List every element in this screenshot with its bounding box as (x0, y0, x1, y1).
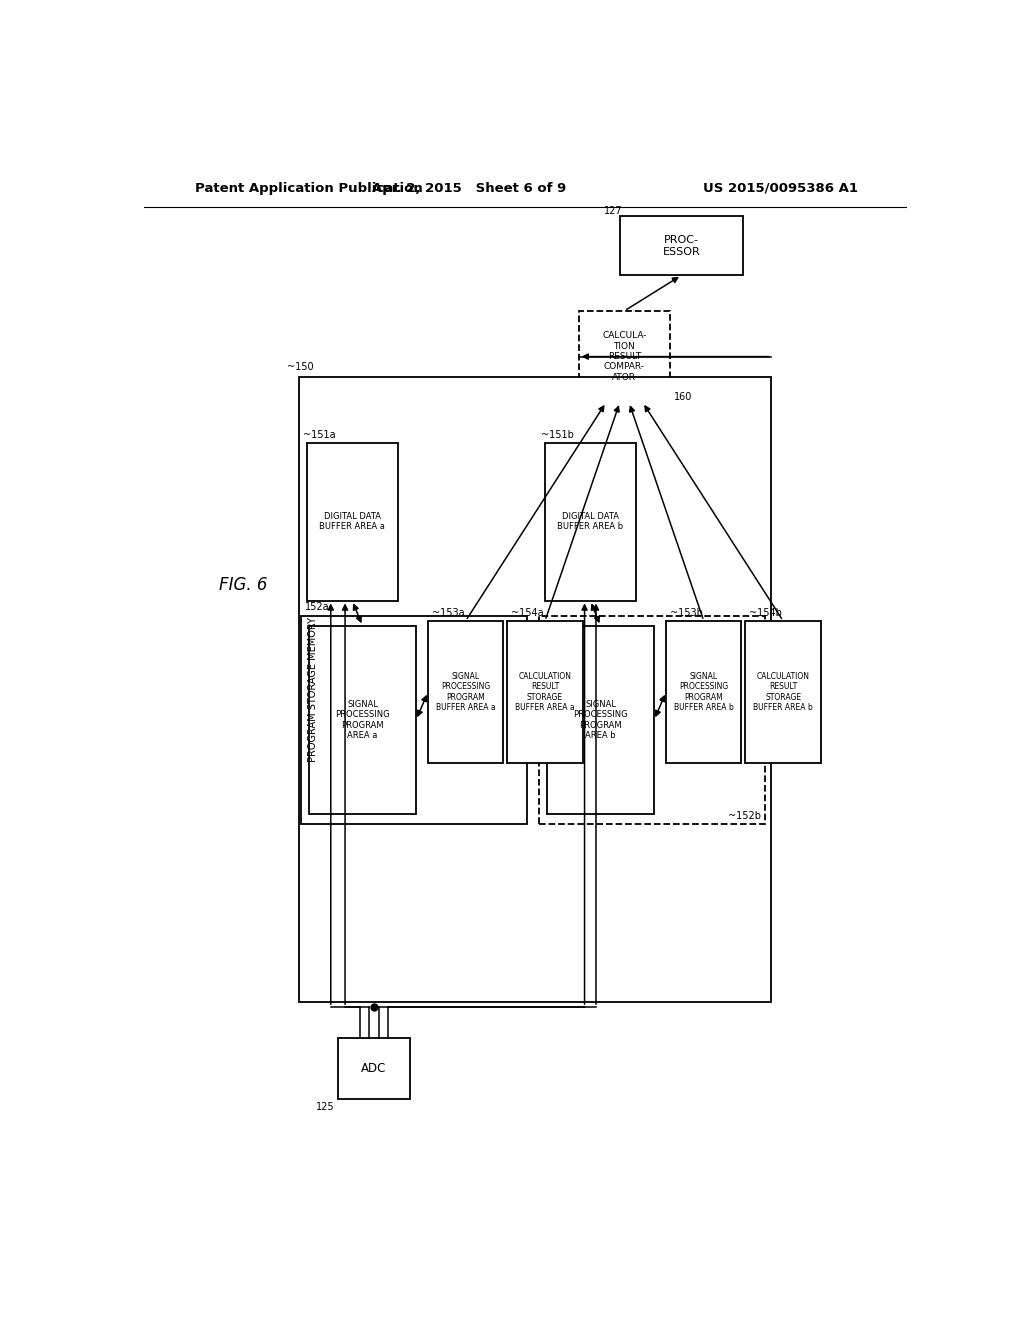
Text: DIGITAL DATA
BUFFER AREA a: DIGITAL DATA BUFFER AREA a (319, 512, 385, 532)
Text: PROGRAM STORAGE MEMORY: PROGRAM STORAGE MEMORY (308, 616, 318, 762)
Bar (539, 616, 765, 824)
Text: FIG. 6: FIG. 6 (219, 577, 267, 594)
Text: ~150: ~150 (287, 362, 313, 372)
Bar (620, 216, 743, 276)
Bar (309, 626, 416, 814)
Text: 125: 125 (315, 1102, 334, 1111)
Text: SIGNAL
PROCESSING
PROGRAM
BUFFER AREA b: SIGNAL PROCESSING PROGRAM BUFFER AREA b (674, 672, 733, 711)
Bar (299, 378, 771, 1002)
Text: Patent Application Publication: Patent Application Publication (196, 182, 423, 195)
Text: US 2015/0095386 A1: US 2015/0095386 A1 (703, 182, 858, 195)
Text: 152a: 152a (305, 602, 330, 611)
Text: SIGNAL
PROCESSING
PROGRAM
AREA b: SIGNAL PROCESSING PROGRAM AREA b (573, 700, 628, 741)
Text: CALCULATION
RESULT
STORAGE
BUFFER AREA a: CALCULATION RESULT STORAGE BUFFER AREA a (515, 672, 574, 711)
Bar (547, 626, 654, 814)
Text: CALCULA-
TION
RESULT
COMPAR-
ATOR: CALCULA- TION RESULT COMPAR- ATOR (602, 331, 646, 381)
Text: 160: 160 (674, 392, 692, 403)
Text: CALCULATION
RESULT
STORAGE
BUFFER AREA b: CALCULATION RESULT STORAGE BUFFER AREA b (754, 672, 813, 711)
Text: SIGNAL
PROCESSING
PROGRAM
BUFFER AREA a: SIGNAL PROCESSING PROGRAM BUFFER AREA a (436, 672, 496, 711)
Text: ~153b: ~153b (670, 607, 702, 618)
Text: ~153a: ~153a (432, 607, 465, 618)
Bar (428, 620, 504, 763)
Text: 127: 127 (604, 206, 623, 216)
Bar (301, 616, 527, 824)
Text: DIGITAL DATA
BUFFER AREA b: DIGITAL DATA BUFFER AREA b (557, 512, 624, 532)
Bar (579, 312, 670, 403)
Text: ~154a: ~154a (511, 607, 544, 618)
Bar (338, 1038, 410, 1098)
Text: ~152b: ~152b (728, 810, 761, 821)
Text: ADC: ADC (361, 1061, 387, 1074)
Text: Apr. 2, 2015   Sheet 6 of 9: Apr. 2, 2015 Sheet 6 of 9 (372, 182, 566, 195)
Text: PROC-
ESSOR: PROC- ESSOR (663, 235, 700, 256)
Bar (545, 444, 636, 601)
Text: ~151b: ~151b (541, 430, 573, 440)
Bar (306, 444, 397, 601)
Bar (745, 620, 821, 763)
Text: ~154b: ~154b (750, 607, 782, 618)
Bar (666, 620, 741, 763)
Text: ~151a: ~151a (303, 430, 335, 440)
Bar (507, 620, 583, 763)
Text: SIGNAL
PROCESSING
PROGRAM
AREA a: SIGNAL PROCESSING PROGRAM AREA a (335, 700, 390, 741)
